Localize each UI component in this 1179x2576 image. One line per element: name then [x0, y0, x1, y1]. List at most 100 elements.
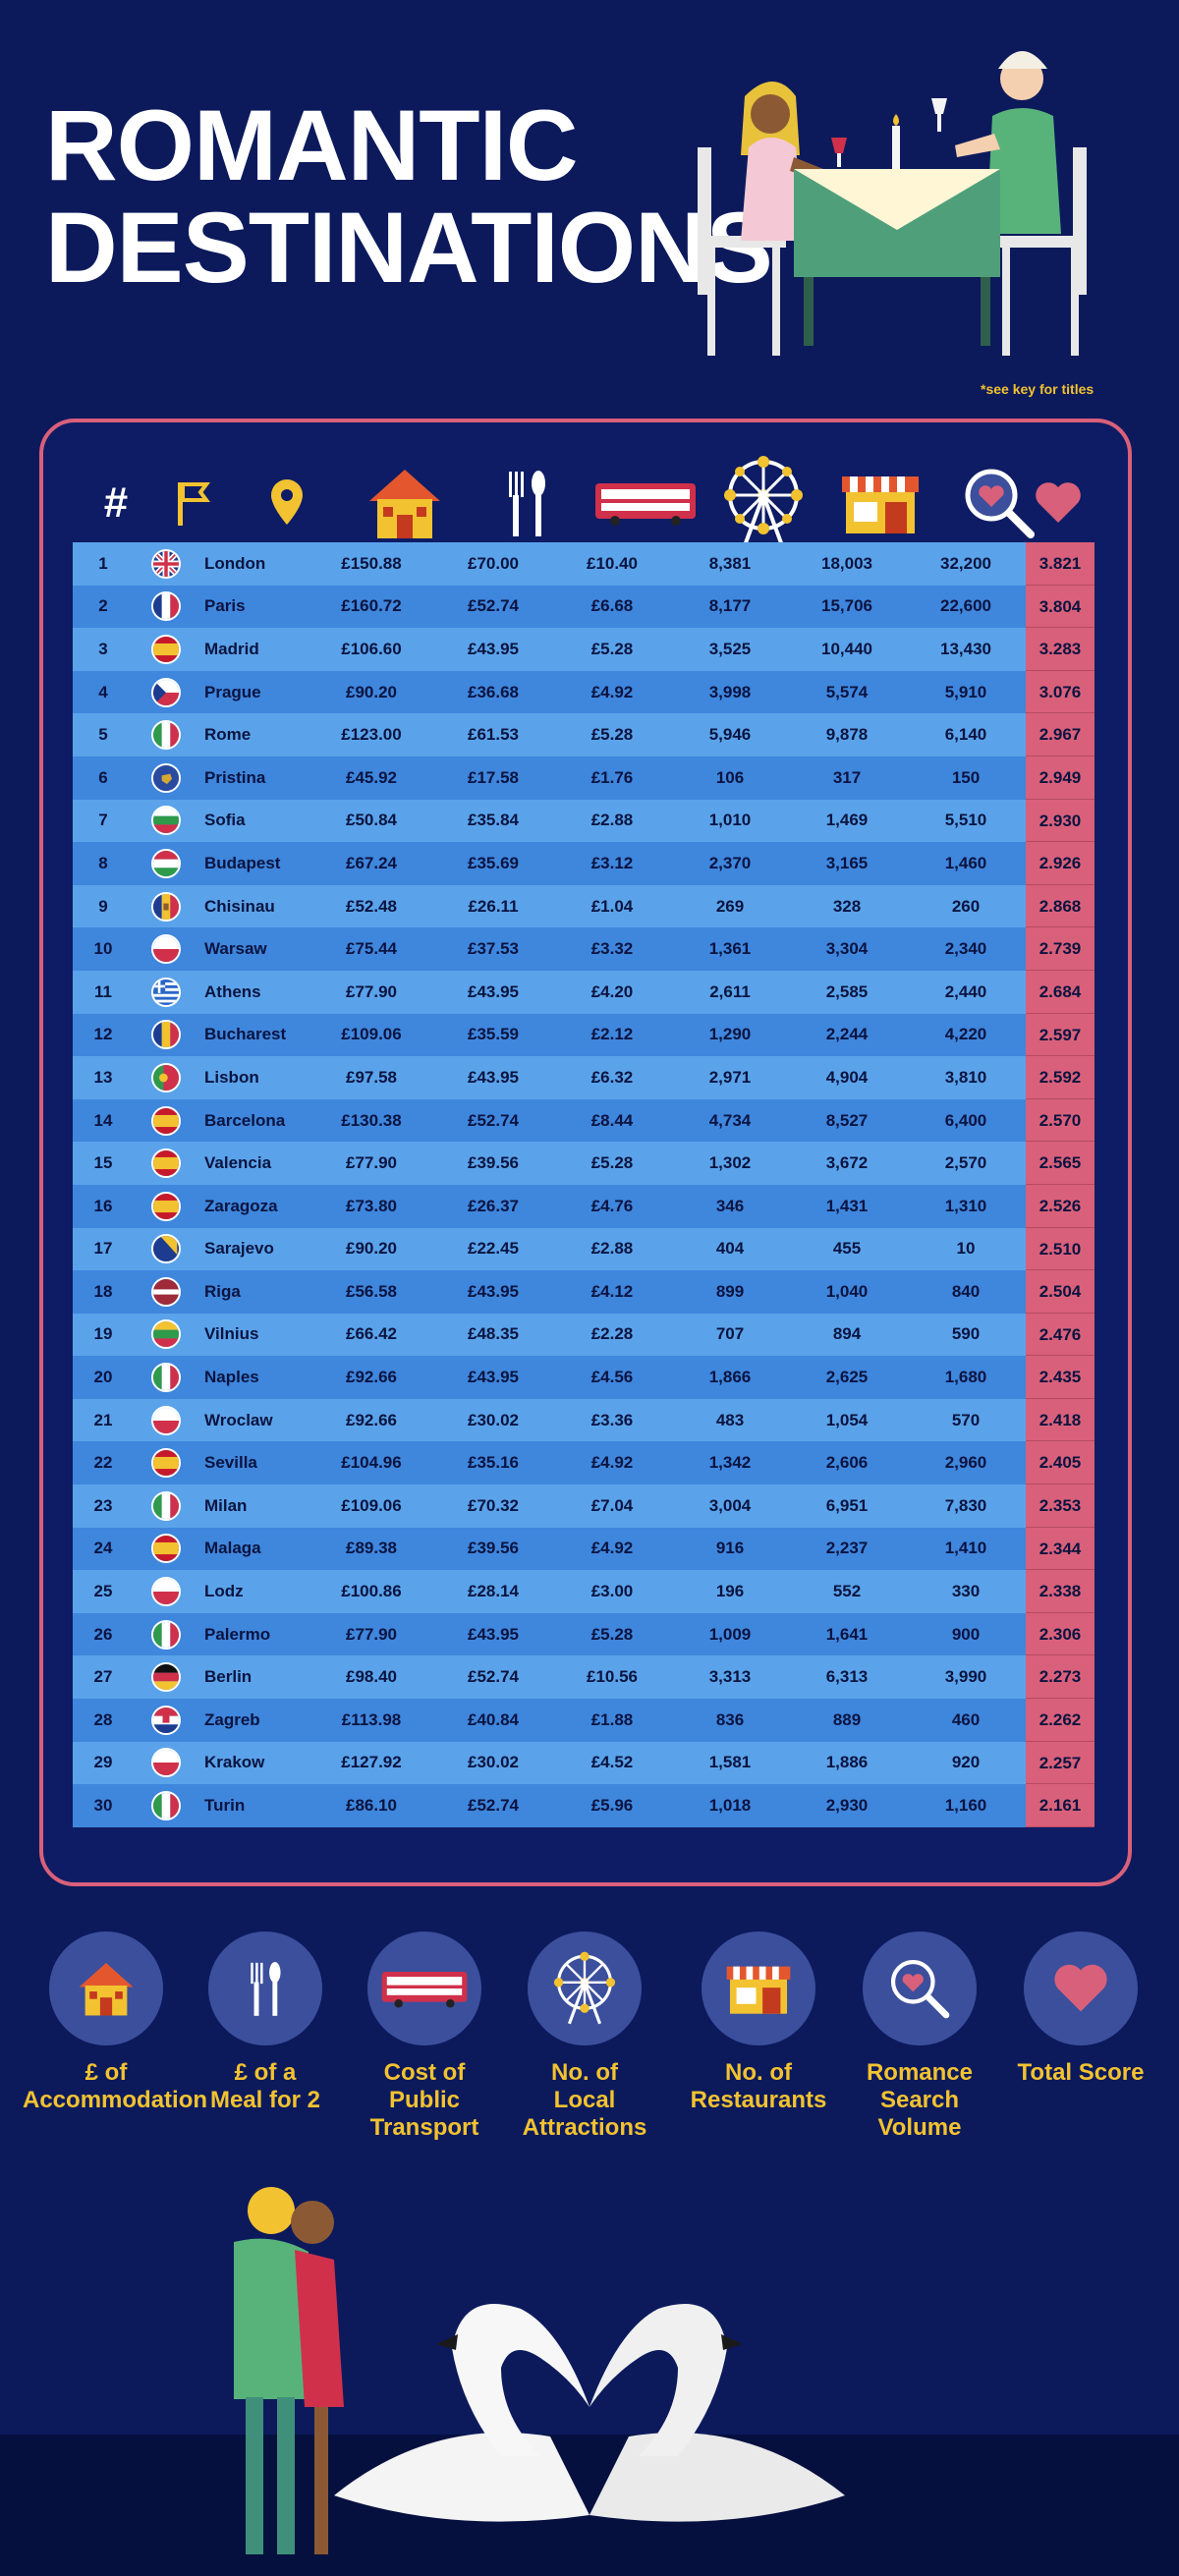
table-row: 27 Berlin £98.40 £52.74 £10.56 3,313 6,313 3,99…	[73, 1655, 1095, 1700]
attractions-cell: 1,290	[708, 1025, 752, 1044]
restaurants-cell: 2,244	[825, 1025, 869, 1044]
rank-cell: 1	[98, 553, 108, 573]
meal-cell: £43.95	[468, 981, 519, 1001]
rank-cell: 7	[98, 811, 108, 830]
meal-cell: £35.69	[468, 853, 519, 872]
attractions-cell: 8,381	[708, 553, 752, 573]
attractions-cell: 1,009	[708, 1624, 752, 1644]
restaurants-cell: 1,054	[825, 1410, 869, 1429]
flag-hu-icon	[151, 848, 181, 878]
rank-cell: 10	[93, 939, 113, 959]
ferris-wheel-icon	[705, 444, 821, 562]
legend-label-line: £ of a	[234, 2059, 297, 2086]
total-score-cell: 2.418	[1026, 1398, 1095, 1442]
transport-cell: £1.76	[590, 767, 634, 787]
restaurants-cell: 2,930	[825, 1796, 869, 1816]
legend-label-line: Volume	[877, 2114, 962, 2141]
transport-cell: £4.76	[590, 1196, 634, 1215]
meal-cell: £39.56	[468, 1153, 519, 1173]
romance-search-cell: 5,510	[944, 811, 987, 830]
romance-search-cell: 1,410	[944, 1539, 987, 1558]
flag-cell	[134, 1234, 198, 1264]
table-row: 14 Barcelona £130.38 £52.74 £8.44 4,734 8,527 6…	[73, 1098, 1095, 1143]
attractions-cell: 3,004	[708, 1495, 752, 1515]
table-row: 9 Chisinau £52.48 £26.11 £1.04 269 328 260 2.868	[73, 884, 1095, 928]
rank-cell: 21	[93, 1410, 113, 1429]
table-row: 5 Rome £123.00 £61.53 £5.28 5,946 9,878 6,140 2.…	[73, 713, 1095, 756]
table-row: 2 Paris £160.72 £52.74 £6.68 8,177 15,706 22,60…	[73, 585, 1095, 629]
legend-label-line: Transport	[369, 2114, 479, 2141]
meal-cell: £52.74	[468, 596, 519, 616]
table-row: 12 Bucharest £109.06 £35.59 £2.12 1,290 2,244 4…	[73, 1013, 1095, 1057]
city-cell: Lodz	[204, 1582, 244, 1601]
flag-cell	[134, 977, 198, 1007]
legend-label: £ of a Meal for 2	[182, 2059, 349, 2114]
table-row: 8 Budapest £67.24 £35.69 £3.12 2,370 3,165 1,46…	[73, 842, 1095, 885]
restaurants-cell: 1,641	[825, 1624, 869, 1644]
flag-cell	[134, 1020, 198, 1050]
accommodation-cell: £97.58	[346, 1067, 397, 1087]
flag-es-icon	[151, 1191, 181, 1221]
city-cell: Sarajevo	[204, 1239, 274, 1259]
transport-cell: £2.12	[590, 1025, 634, 1044]
flag-fr-icon	[151, 591, 181, 622]
flag-it-icon	[151, 1619, 181, 1650]
rank-cell: 19	[93, 1324, 113, 1344]
restaurants-cell: 10,440	[821, 639, 872, 658]
cutlery-icon	[468, 444, 586, 562]
attractions-cell: 2,370	[708, 853, 752, 872]
accommodation-cell: £92.66	[346, 1410, 397, 1429]
city-cell: Riga	[204, 1281, 241, 1301]
attractions-cell: 916	[715, 1539, 745, 1558]
meal-cell: £35.16	[468, 1453, 519, 1473]
flag-it-icon	[151, 1490, 181, 1521]
table-row: 19 Vilnius £66.42 £48.35 £2.28 707 894 590 2.476	[73, 1313, 1095, 1357]
table-row: 22 Sevilla £104.96 £35.16 £4.92 1,342 2,606 2,9…	[73, 1441, 1095, 1485]
meal-cell: £30.02	[468, 1410, 519, 1429]
flag-cell	[134, 1191, 198, 1221]
attractions-cell: 3,313	[708, 1667, 752, 1687]
flag-cell	[134, 1363, 198, 1393]
flag-ba-icon	[151, 1234, 181, 1264]
attractions-cell: 1,361	[708, 939, 752, 959]
restaurants-cell: 894	[832, 1324, 862, 1344]
total-score-cell: 2.526	[1026, 1184, 1095, 1228]
restaurants-cell: 2,585	[825, 981, 869, 1001]
rank-cell: 3	[98, 639, 108, 658]
romance-search-cell: 13,430	[940, 639, 991, 658]
flag-de-icon	[151, 1662, 181, 1693]
flag-md-icon	[151, 891, 181, 922]
legend-label-line: £ of	[84, 2059, 128, 2086]
restaurants-cell: 3,672	[825, 1153, 869, 1173]
table-row: 13 Lisbon £97.58 £43.95 £6.32 2,971 4,904 3,810…	[73, 1056, 1095, 1099]
restaurants-cell: 3,304	[825, 939, 869, 959]
romance-search-cell: 6,140	[944, 725, 987, 745]
rank-cell: 11	[94, 981, 112, 1001]
meal-cell: £52.74	[468, 1667, 519, 1687]
total-score-cell: 2.510	[1026, 1227, 1095, 1271]
flag-xk-icon	[151, 762, 181, 793]
romance-search-cell: 2,340	[944, 939, 987, 959]
attractions-cell: 1,581	[708, 1753, 752, 1772]
table-row: 17 Sarajevo £90.20 £22.45 £2.88 404 455 10 2.510	[73, 1227, 1095, 1271]
total-score-cell: 2.353	[1026, 1484, 1095, 1528]
legend-label-line: Public	[388, 2087, 460, 2113]
transport-cell: £2.88	[590, 1239, 634, 1259]
bus-icon	[367, 1932, 481, 2045]
key-note: *see key for titles	[981, 381, 1095, 397]
cutlery-icon	[208, 1932, 322, 2045]
rank-cell: 8	[98, 853, 108, 872]
total-score-cell: 2.273	[1026, 1655, 1095, 1700]
flag-es-icon	[151, 1105, 181, 1136]
transport-cell: £10.56	[587, 1667, 638, 1687]
legend-label-line: Romance	[866, 2059, 974, 2086]
rank-cell: 30	[93, 1796, 113, 1816]
flag-cell	[134, 1662, 198, 1693]
flag-cell	[134, 1534, 198, 1564]
restaurant-icon	[702, 1932, 815, 2045]
city-cell: Warsaw	[204, 939, 267, 959]
legend-item: Total Score	[997, 1932, 1164, 2087]
accommodation-cell: £150.88	[341, 553, 402, 573]
attractions-cell: 269	[715, 896, 745, 916]
page-title: ROMANTIC DESTINATIONS	[45, 94, 773, 299]
